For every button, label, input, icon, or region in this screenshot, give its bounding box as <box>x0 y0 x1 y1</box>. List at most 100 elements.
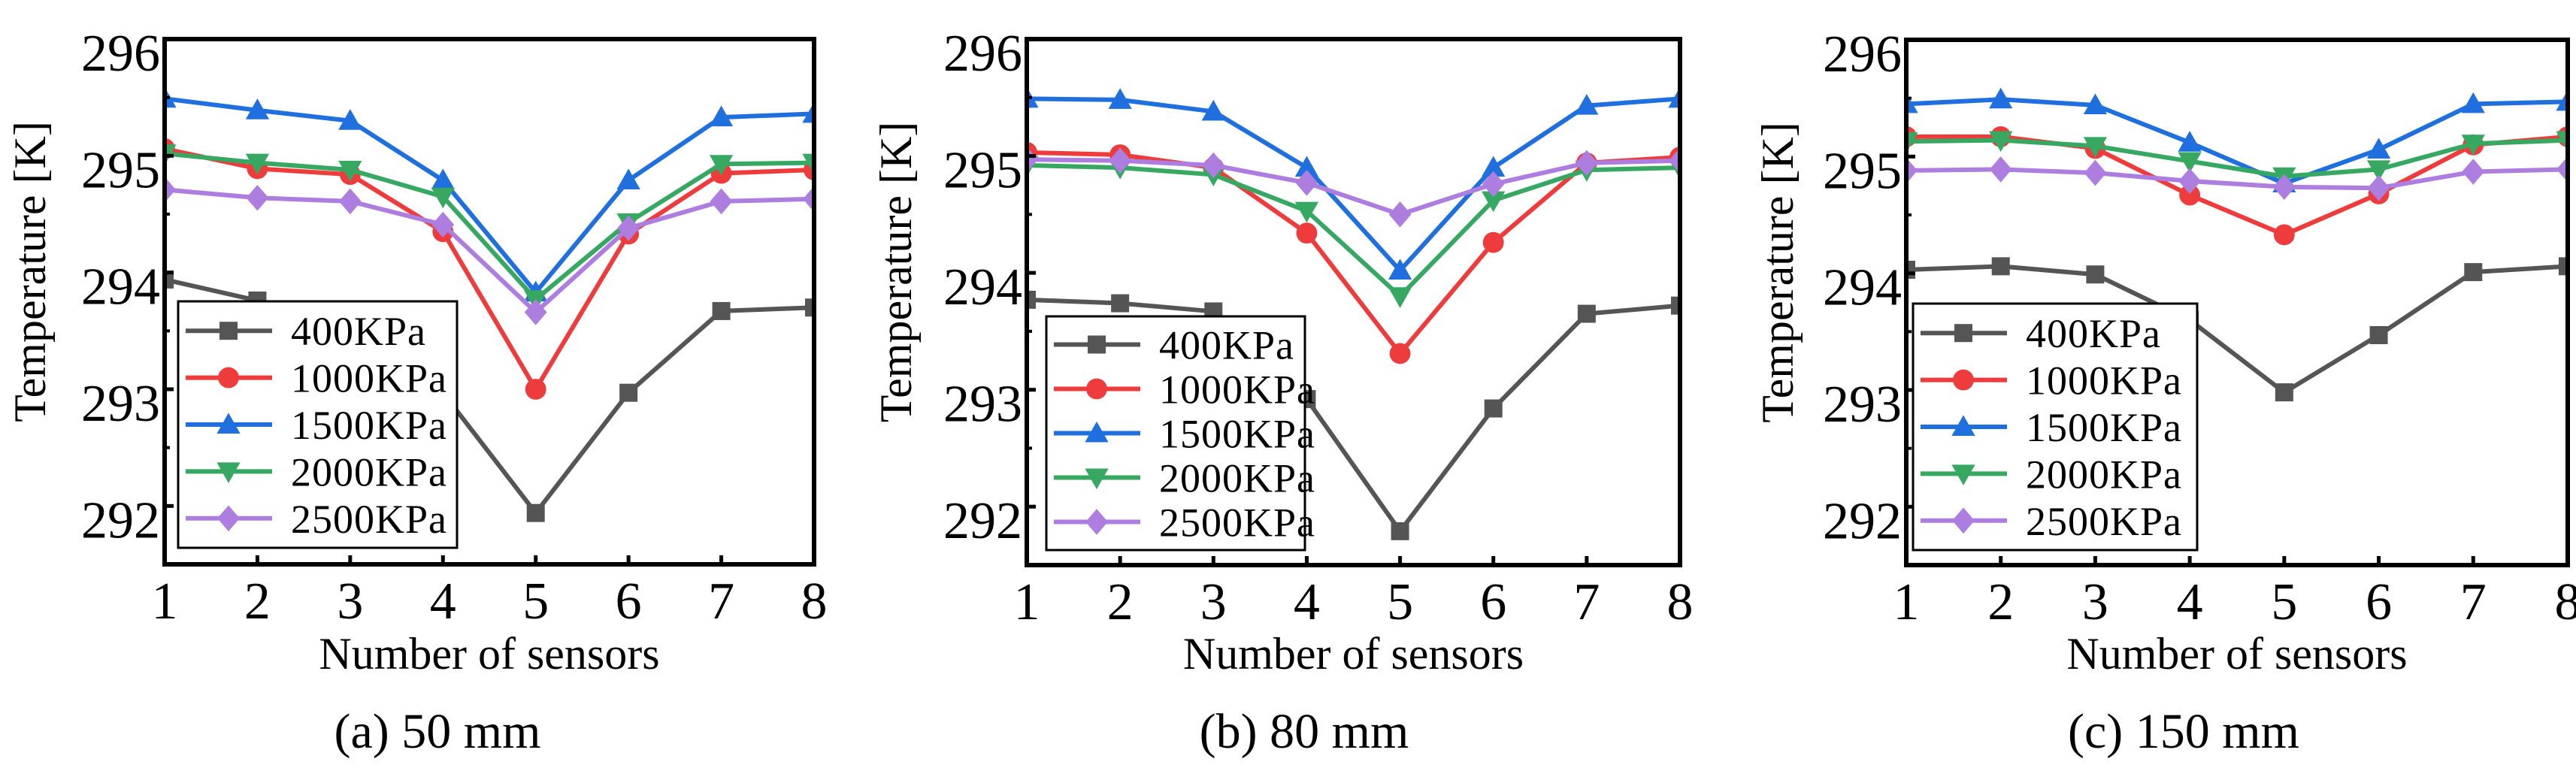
legend-marker-2500KPa <box>217 505 240 532</box>
panel-caption: (a) 50 mm <box>334 704 541 759</box>
y-tick-label: 296 <box>943 25 1022 83</box>
series-line-1000KPa <box>1906 134 2568 237</box>
data-point-1500KPa-5 <box>1388 258 1412 280</box>
data-point-400KPa-2 <box>1991 257 2010 276</box>
y-tick-label: 296 <box>81 25 160 83</box>
series-line-2000KPa <box>165 151 814 302</box>
y-tick-label: 293 <box>81 375 160 433</box>
x-axis-title: Number of sensors <box>1183 629 1524 679</box>
data-point-2500KPa-7 <box>2462 159 2485 185</box>
data-point-1500KPa-2 <box>1989 87 2013 109</box>
x-tick-label: 3 <box>337 573 363 630</box>
series-line-400KPa <box>1906 264 2568 395</box>
series-line-2500KPa <box>1906 167 2568 191</box>
chart-panel-3: 292 293 294 295 296 1 2 3 4 5 6 7 8 400KPa1000KPa1500… <box>1753 26 2576 759</box>
x-tick-label: 7 <box>2460 573 2487 631</box>
data-point-400KPa-2 <box>1111 294 1130 313</box>
series-line-2000KPa <box>1027 163 1680 299</box>
series-line-1500KPa <box>165 96 814 295</box>
data-point-1000KPa-4 <box>1296 222 1318 244</box>
data-point-2500KPa-3 <box>2084 159 2107 186</box>
data-point-2500KPa-1 <box>1027 146 1038 173</box>
legend-label-2000KPa: 2000KPa <box>291 449 447 494</box>
legend-marker-1000KPa <box>1953 369 1974 391</box>
y-tick-label: 294 <box>943 258 1022 316</box>
legend-label-400KPa: 400KPa <box>2026 311 2161 356</box>
data-point-2000KPa-8 <box>802 153 814 175</box>
data-point-2000KPa-8 <box>2556 131 2568 153</box>
series-line-1500KPa <box>1906 97 2568 186</box>
data-point-2500KPa-4 <box>431 211 455 238</box>
data-point-2500KPa-6 <box>1482 171 1505 198</box>
data-point-2500KPa-7 <box>710 188 733 215</box>
x-tick-label: 1 <box>152 573 178 630</box>
data-point-2000KPa-4 <box>1294 201 1319 223</box>
data-point-400KPa-7 <box>2464 263 2483 282</box>
legend-label-2500KPa: 2500KPa <box>291 497 447 542</box>
data-point-400KPa-5 <box>1391 522 1409 540</box>
x-axis-title: Number of sensors <box>2066 629 2407 679</box>
x-tick-label: 1 <box>1893 573 1920 631</box>
legend-marker-1500KPa <box>1085 421 1109 443</box>
x-tick-label: 4 <box>2177 573 2203 631</box>
legend-label-400KPa: 400KPa <box>291 309 426 354</box>
data-point-2000KPa-7 <box>709 155 734 176</box>
x-tick-label: 8 <box>2555 573 2576 631</box>
x-tick-label: 6 <box>1480 573 1506 631</box>
data-point-2000KPa-2 <box>1989 131 2013 153</box>
data-point-2500KPa-2 <box>1109 147 1132 174</box>
data-point-2500KPa-5 <box>524 299 547 325</box>
data-point-400KPa-7 <box>1577 304 1596 323</box>
data-point-400KPa-6 <box>2369 325 2388 344</box>
data-point-2000KPa-3 <box>338 160 362 182</box>
plot-frame <box>162 37 816 567</box>
x-tick-label: 3 <box>2082 573 2108 631</box>
data-point-1500KPa-7 <box>2461 92 2485 113</box>
data-point-2500KPa-4 <box>2178 168 2202 195</box>
series-line-1500KPa <box>1027 96 1680 273</box>
legend-marker-400KPa <box>1088 335 1106 354</box>
data-point-2500KPa-7 <box>1575 150 1598 177</box>
data-point-2000KPa-4 <box>431 187 455 209</box>
legend-label-2000KPa: 2000KPa <box>1159 456 1315 501</box>
data-point-1500KPa-3 <box>1201 99 1225 121</box>
series-line-2500KPa <box>1027 157 1680 217</box>
data-point-1500KPa-7 <box>1575 94 1599 115</box>
legend-marker-2500KPa <box>1952 507 1975 534</box>
data-point-1500KPa-4 <box>431 168 455 189</box>
x-tick-label: 1 <box>1014 573 1040 631</box>
y-axis-title: Temperature [K] <box>1753 122 1803 423</box>
y-axis-title: Temperature [K] <box>5 121 55 422</box>
series-line-2500KPa <box>165 187 814 315</box>
data-point-2000KPa-1 <box>165 144 177 165</box>
x-tick-label: 3 <box>1200 573 1227 631</box>
data-point-2500KPa-4 <box>1295 170 1318 196</box>
data-point-2500KPa-2 <box>1989 156 2012 183</box>
data-point-400KPa-7 <box>712 301 731 320</box>
legend-marker-400KPa <box>219 322 238 340</box>
legend-marker-1000KPa <box>1086 378 1107 400</box>
legend-marker-1000KPa <box>218 367 239 388</box>
x-tick-label: 4 <box>1294 573 1320 631</box>
data-point-2500KPa-5 <box>1388 201 1412 228</box>
data-point-2500KPa-6 <box>617 215 640 241</box>
x-tick-label: 5 <box>522 573 549 630</box>
data-point-1500KPa-6 <box>616 168 640 189</box>
x-tick-label: 7 <box>708 573 734 630</box>
data-point-2000KPa-6 <box>2366 160 2391 182</box>
data-point-2500KPa-3 <box>1202 152 1225 179</box>
x-tick-label: 7 <box>1573 573 1600 631</box>
data-point-1000KPa-5 <box>2273 224 2295 246</box>
x-tick-label: 4 <box>430 573 456 630</box>
legend-label-1000KPa: 1000KPa <box>291 356 447 401</box>
panel-caption: (c) 150 mm <box>2068 704 2299 759</box>
panel-caption: (b) 80 mm <box>1200 704 1409 759</box>
data-point-1500KPa-1 <box>1027 86 1039 108</box>
data-point-1500KPa-3 <box>2083 93 2108 114</box>
legend-marker-400KPa <box>1954 324 1972 343</box>
data-point-1000KPa-6 <box>1482 231 1504 253</box>
data-point-1500KPa-2 <box>1108 88 1132 109</box>
